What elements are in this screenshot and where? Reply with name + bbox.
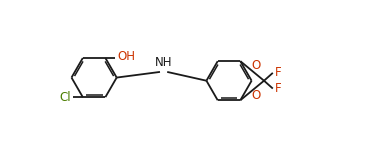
Text: NH: NH (155, 56, 172, 69)
Text: F: F (275, 82, 282, 95)
Text: O: O (251, 59, 260, 72)
Text: Cl: Cl (59, 91, 70, 104)
Text: O: O (251, 89, 260, 102)
Text: OH: OH (117, 50, 136, 63)
Text: F: F (275, 66, 282, 79)
